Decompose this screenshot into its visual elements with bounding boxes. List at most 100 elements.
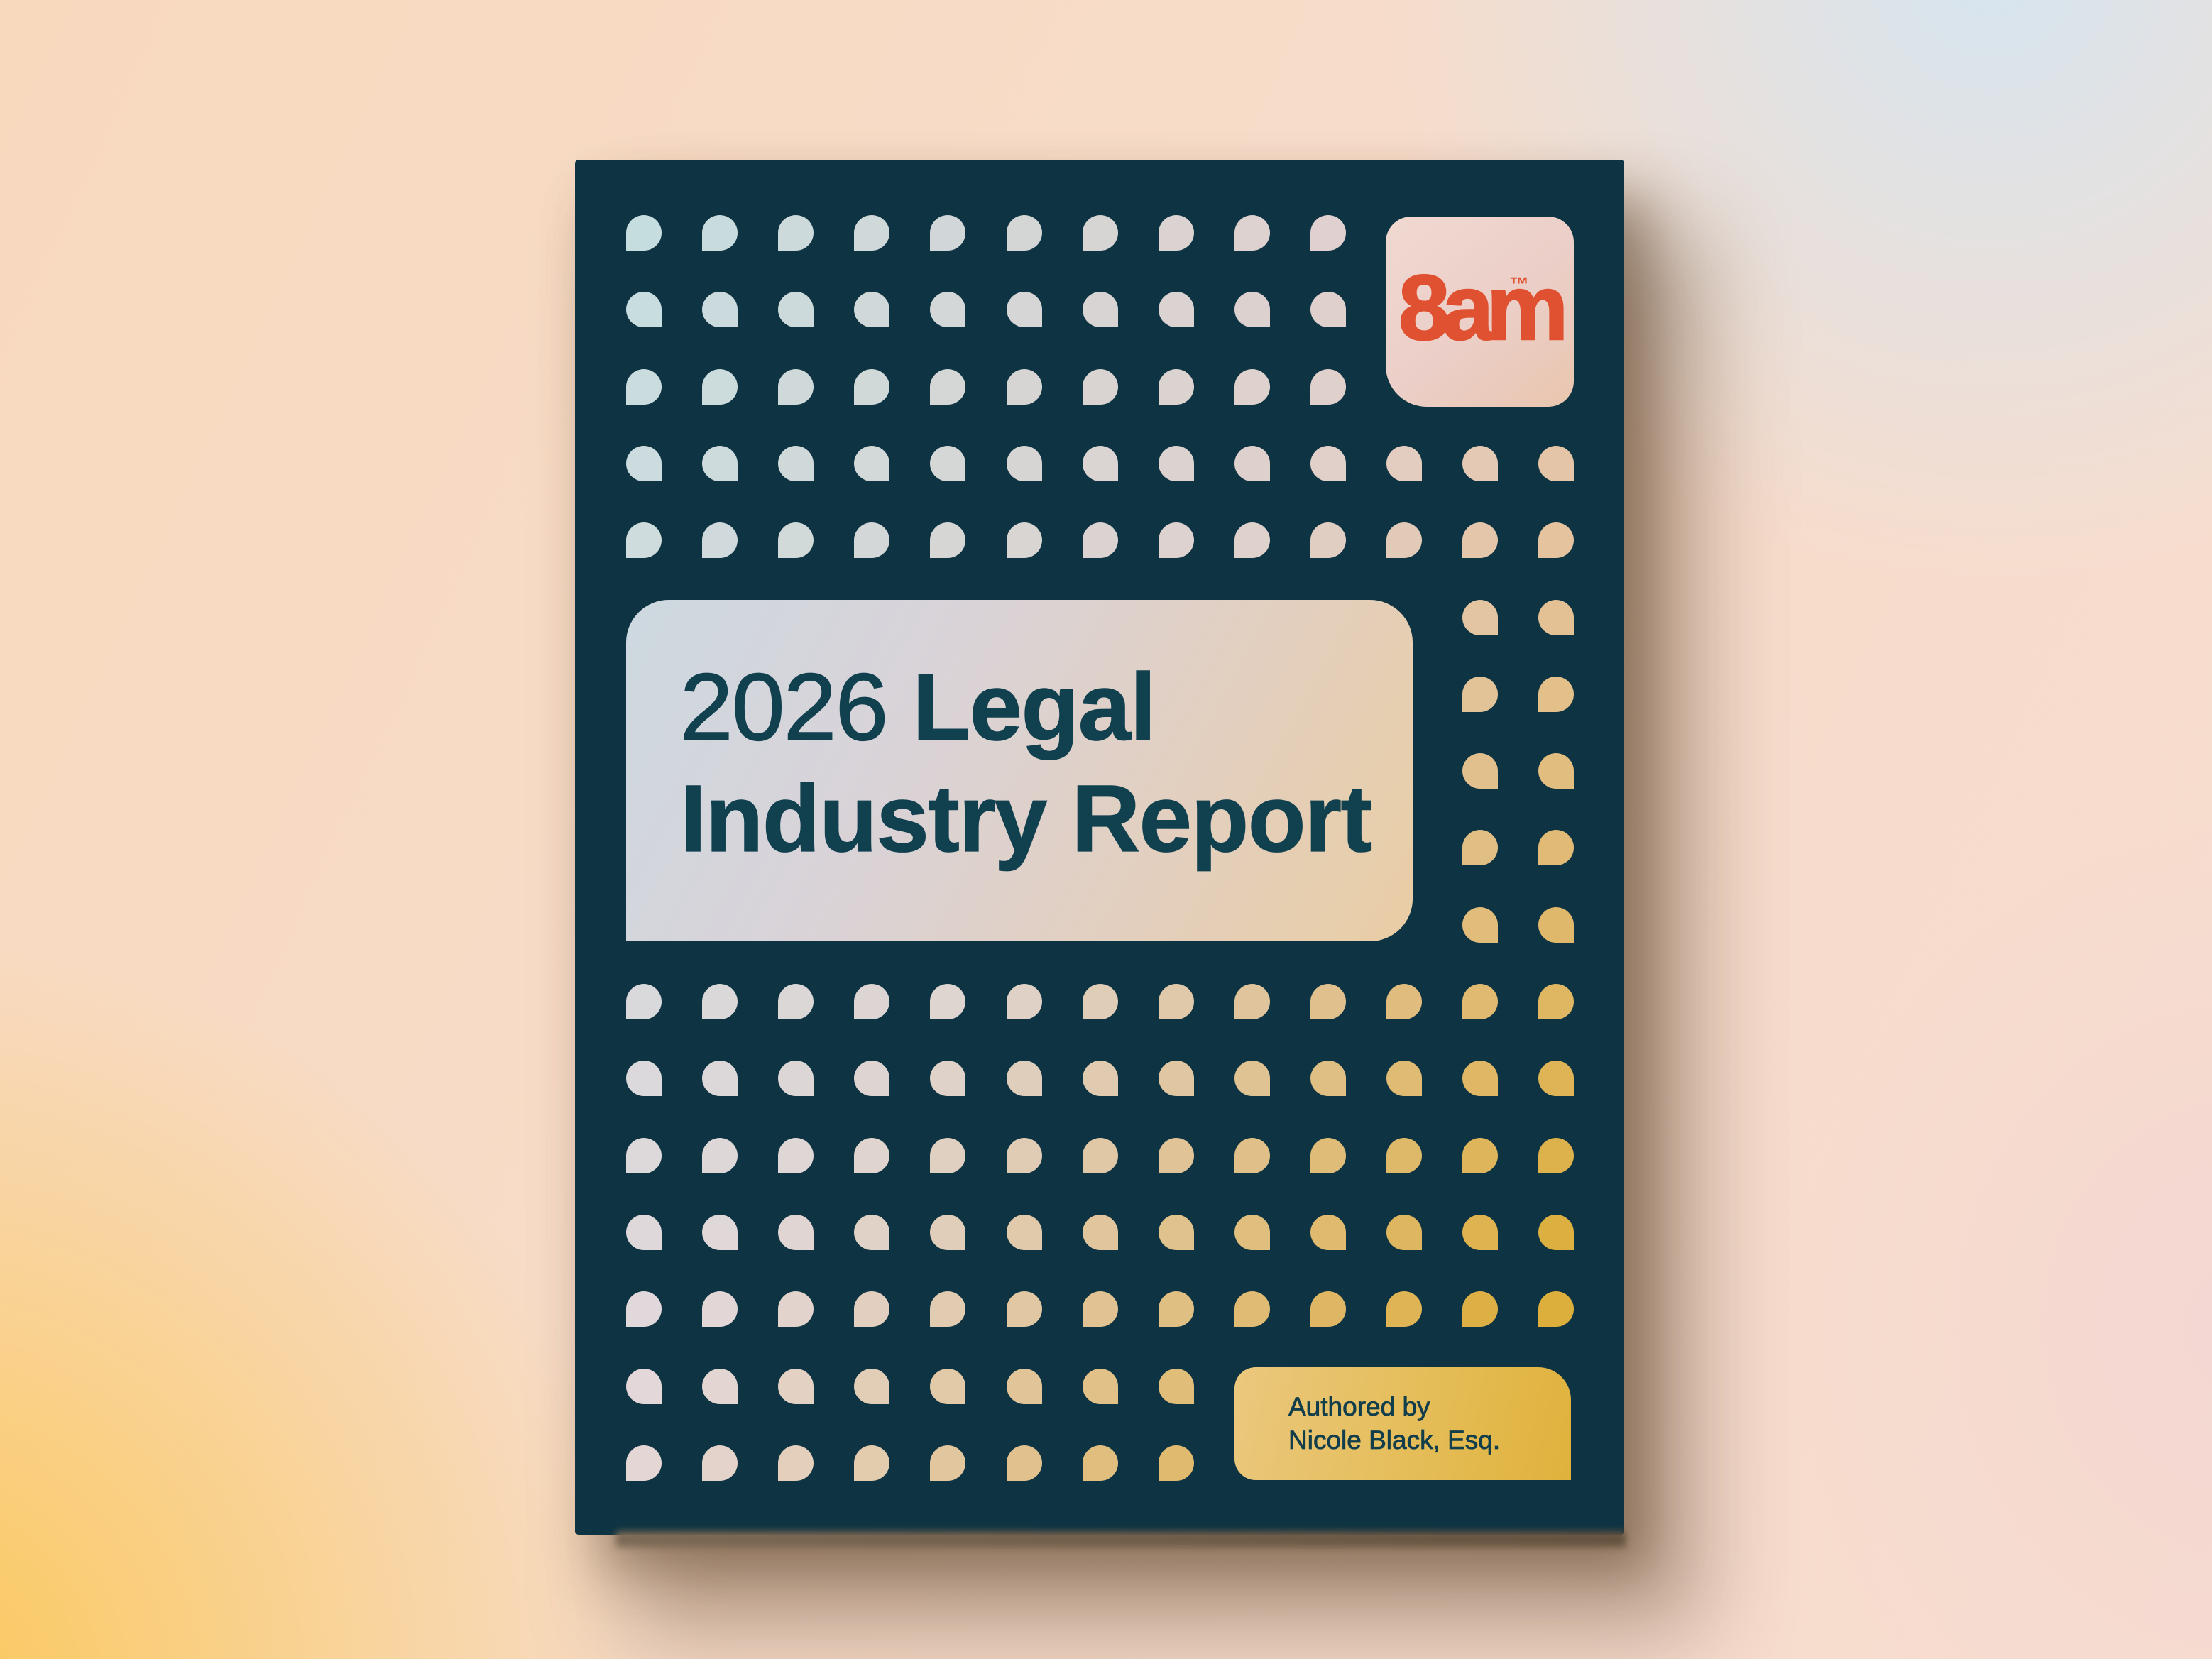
- teardrop-dot: [1006, 1061, 1042, 1097]
- teardrop-dot: [626, 1368, 662, 1404]
- teardrop-dot: [702, 1061, 738, 1097]
- teardrop-dot: [1462, 1137, 1499, 1173]
- teardrop-dot: [1158, 445, 1194, 481]
- teardrop-dot: [1310, 984, 1346, 1019]
- title-segment: Legal: [912, 654, 1157, 760]
- teardrop-dot: [626, 292, 662, 328]
- teardrop-dot: [1462, 830, 1499, 866]
- teardrop-dot: [1462, 984, 1499, 1019]
- teardrop-dot: [930, 1445, 966, 1481]
- teardrop-dot: [1006, 1291, 1042, 1327]
- teardrop-dot: [1082, 1061, 1118, 1097]
- teardrop-dot: [1006, 368, 1042, 405]
- teardrop-dot: [1082, 1445, 1118, 1481]
- title-segment: Industry Report: [679, 765, 1372, 872]
- teardrop-dot: [778, 984, 814, 1019]
- teardrop-dot: [1310, 368, 1346, 405]
- teardrop-dot: [702, 1291, 738, 1327]
- teardrop-dot: [854, 1137, 890, 1173]
- teardrop-dot: [702, 445, 738, 481]
- teardrop-dot: [1538, 676, 1575, 712]
- teardrop-dot: [1158, 215, 1194, 251]
- teardrop-dot: [778, 1061, 814, 1097]
- teardrop-dot: [1538, 1214, 1575, 1250]
- teardrop-dot: [702, 1137, 738, 1173]
- teardrop-dot: [930, 522, 966, 559]
- teardrop-dot: [702, 522, 738, 559]
- teardrop-dot: [1386, 1291, 1422, 1327]
- teardrop-dot: [778, 1291, 814, 1327]
- teardrop-dot: [1082, 522, 1118, 559]
- teardrop-dot: [854, 984, 890, 1019]
- teardrop-dot: [1386, 1061, 1422, 1097]
- author-box: Authored by Nicole Black, Esq.: [1234, 1367, 1571, 1480]
- teardrop-dot: [930, 368, 966, 405]
- teardrop-dot: [1158, 1137, 1194, 1173]
- teardrop-dot: [626, 1061, 662, 1097]
- teardrop-dot: [1082, 215, 1118, 251]
- teardrop-dot: [778, 1214, 814, 1250]
- teardrop-dot: [626, 1445, 662, 1481]
- teardrop-dot: [1462, 907, 1499, 943]
- teardrop-dot: [1310, 1291, 1346, 1327]
- teardrop-dot: [1462, 1061, 1499, 1097]
- teardrop-dot: [1006, 522, 1042, 559]
- teardrop-dot: [854, 1214, 890, 1250]
- teardrop-dot: [1082, 1137, 1118, 1173]
- teardrop-dot: [702, 1368, 738, 1404]
- teardrop-dot: [778, 292, 814, 328]
- teardrop-dot: [1538, 753, 1575, 789]
- teardrop-dot: [1310, 1061, 1346, 1097]
- teardrop-dot: [1158, 1214, 1194, 1250]
- teardrop-dot: [1310, 1137, 1346, 1173]
- teardrop-dot: [854, 1291, 890, 1327]
- teardrop-dot: [626, 368, 662, 405]
- teardrop-dot: [854, 522, 890, 559]
- teardrop-dot: [1006, 1137, 1042, 1173]
- teardrop-dot: [854, 292, 890, 328]
- author-label: Authored by: [1288, 1391, 1430, 1421]
- teardrop-dot: [1386, 984, 1422, 1019]
- teardrop-dot: [626, 984, 662, 1019]
- teardrop-dot: [702, 1445, 738, 1481]
- teardrop-dot: [778, 445, 814, 481]
- teardrop-dot: [1234, 1137, 1270, 1173]
- teardrop-dot: [1006, 292, 1042, 328]
- teardrop-dot: [1158, 1061, 1194, 1097]
- teardrop-dot: [778, 215, 814, 251]
- teardrop-dot: [1006, 1214, 1042, 1250]
- teardrop-dot: [626, 522, 662, 559]
- teardrop-dot: [1234, 368, 1270, 405]
- teardrop-dot: [626, 1291, 662, 1327]
- teardrop-dot: [1006, 1445, 1042, 1481]
- teardrop-dot: [702, 368, 738, 405]
- teardrop-dot: [1158, 984, 1194, 1019]
- teardrop-dot: [930, 1061, 966, 1097]
- teardrop-dot: [626, 215, 662, 251]
- teardrop-dot: [1234, 292, 1270, 328]
- teardrop-dot: [1462, 1214, 1499, 1250]
- teardrop-dot: [1310, 445, 1346, 481]
- teardrop-dot: [1082, 445, 1118, 481]
- teardrop-dot: [1234, 984, 1270, 1019]
- title-line: 2026 Legal: [679, 652, 1384, 764]
- teardrop-dot: [1082, 1291, 1118, 1327]
- teardrop-dot: [1082, 368, 1118, 405]
- teardrop-dot: [702, 984, 738, 1019]
- teardrop-dot: [1386, 1214, 1422, 1250]
- teardrop-dot: [930, 445, 966, 481]
- teardrop-dot: [1310, 522, 1346, 559]
- teardrop-dot: [1538, 1061, 1575, 1097]
- teardrop-dot: [1538, 1137, 1575, 1173]
- book-cover: 8am ™ 2026 Legal Industry Report Authored…: [575, 160, 1624, 1535]
- teardrop-dot: [930, 1137, 966, 1173]
- teardrop-dot: [1386, 522, 1422, 559]
- teardrop-dot: [1310, 1214, 1346, 1250]
- teardrop-dot: [702, 292, 738, 328]
- teardrop-dot: [778, 1445, 814, 1481]
- title-panel: 2026 Legal Industry Report: [626, 600, 1413, 941]
- teardrop-dot: [1006, 445, 1042, 481]
- teardrop-dot: [1234, 1061, 1270, 1097]
- teardrop-dot: [1538, 984, 1575, 1019]
